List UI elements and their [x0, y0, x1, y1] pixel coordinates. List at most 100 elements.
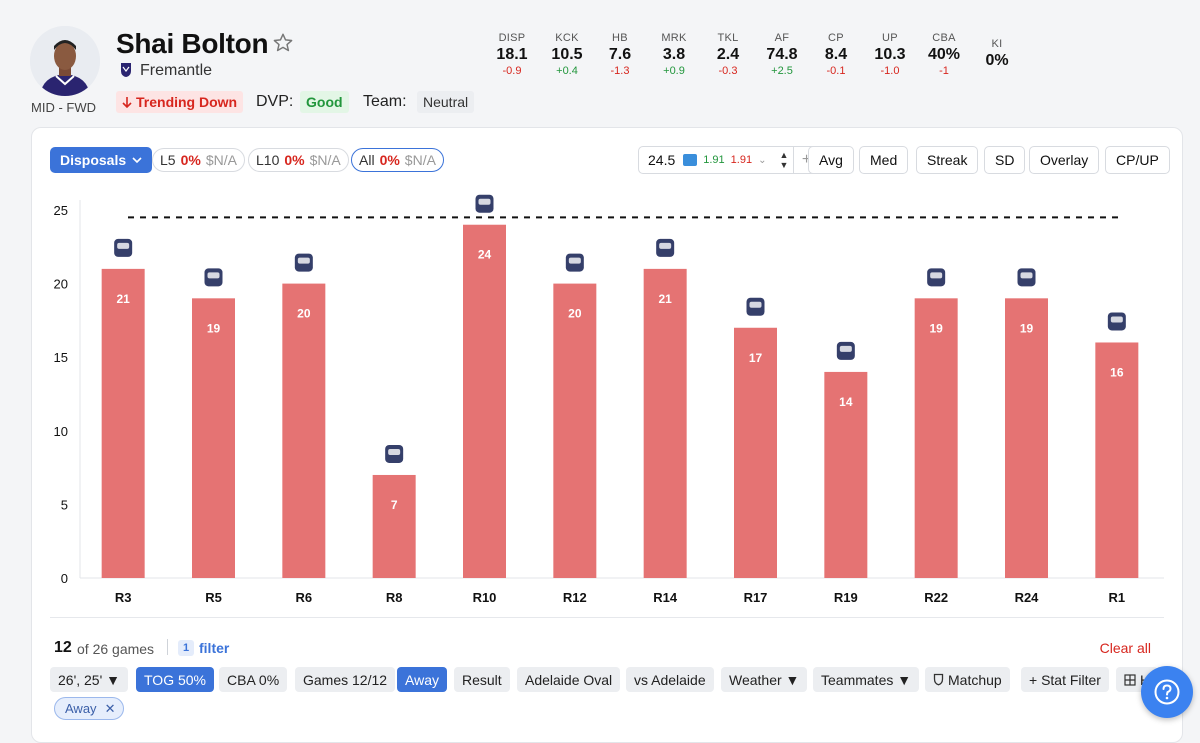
bar	[914, 298, 958, 578]
trend-badge: Trending Down	[116, 91, 244, 113]
opponent-logo-mark-icon	[297, 257, 310, 264]
bar-value-label: 19	[1020, 321, 1034, 335]
bar	[553, 283, 597, 578]
metric-dropdown[interactable]: Disposals	[50, 147, 153, 173]
active-filter-chip[interactable]: Away ✕	[54, 697, 125, 720]
x-tick-label: R5	[205, 590, 222, 605]
games-chip[interactable]: Games 12/12	[295, 667, 396, 692]
clear-all-button[interactable]: Clear all	[1099, 640, 1151, 656]
stat-disp: DISP 18.1 -0.9	[496, 32, 528, 77]
bar-chart-svg: 0 5 10 15 20 25 21 R3 19 R5 20 R6 7 R8 24 R10 20 R12 21 R14…	[54, 194, 1164, 605]
bar-value-label: 19	[207, 321, 221, 335]
bar-value-label: 21	[658, 292, 672, 306]
weather-chip[interactable]: Weather ▼	[721, 667, 808, 692]
teammates-chip[interactable]: Teammates ▼	[813, 667, 920, 692]
bar	[463, 224, 506, 578]
line-control: 24.5 1.91 1.91 ⌄ ▲ ▼ +	[638, 146, 820, 174]
opponent-logo-mark-icon	[749, 301, 762, 308]
y-tick-label: 15	[54, 350, 68, 365]
x-tick-label: R14	[653, 590, 678, 605]
bar-value-label: 16	[1110, 365, 1124, 379]
bar-value-label: 20	[568, 307, 582, 321]
filter-link[interactable]: filter	[199, 640, 230, 656]
opponent-chip[interactable]: vs Adelaide	[626, 667, 714, 692]
x-tick-label: R3	[115, 590, 132, 605]
result-chip[interactable]: Result	[454, 667, 510, 692]
sd-button[interactable]: SD	[984, 146, 1026, 174]
separator	[167, 639, 168, 655]
add-line-button[interactable]: +	[793, 147, 819, 173]
line-value[interactable]: 24.5	[648, 152, 676, 168]
opponent-logo-mark-icon	[930, 272, 943, 279]
shield-icon	[933, 673, 944, 686]
opponent-logo-mark-icon	[1020, 272, 1033, 279]
range-all[interactable]: All 0% $N/A	[351, 148, 444, 172]
stat-mrk: MRK 3.8 +0.9	[661, 32, 687, 77]
x-tick-label: R24	[1015, 590, 1040, 605]
stat-ki: KI 0%	[985, 38, 1009, 69]
bar	[1005, 298, 1048, 578]
stat-filter-chip[interactable]: + Stat Filter	[1021, 667, 1109, 692]
arrow-down-icon	[122, 97, 132, 108]
avg-button[interactable]: Avg	[808, 146, 854, 174]
dvp-label: DVP:	[256, 93, 294, 110]
y-tick-label: 5	[61, 497, 68, 512]
active-filter-label: Away	[65, 701, 97, 716]
x-tick-label: R8	[386, 590, 403, 605]
venue-chip[interactable]: Adelaide Oval	[517, 667, 621, 692]
chevron-down-icon[interactable]: ⌄	[758, 154, 767, 166]
close-icon[interactable]: ✕	[104, 700, 116, 716]
help-button[interactable]	[1141, 666, 1193, 718]
chart-toolbar: Disposals L5 0% $N/A L10 0% $N/A All 0% $N/A 2…	[50, 146, 1170, 174]
stat-cp: CP 8.4 -0.1	[824, 32, 848, 77]
x-tick-label: R22	[924, 590, 948, 605]
season-chip[interactable]: 26', 25' ▼	[50, 667, 129, 692]
team-label: Team:	[363, 93, 407, 110]
bar	[824, 371, 868, 578]
x-tick-label: R17	[744, 590, 768, 605]
range-l10[interactable]: L10 0% $N/A	[248, 148, 349, 172]
stat-tkl: TKL 2.4 -0.3	[716, 32, 740, 77]
odds-over: 1.91	[703, 154, 725, 166]
bar	[192, 298, 235, 578]
player-header: MID - FWD Shai Bolton Fremantle Trending…	[0, 0, 1200, 120]
x-tick-label: R10	[473, 590, 497, 605]
y-tick-label: 10	[54, 424, 68, 439]
line-stepper[interactable]: ▲ ▼	[779, 150, 789, 170]
stat-hb: HB 7.6 -1.3	[608, 32, 632, 77]
x-tick-label: R1	[1109, 590, 1126, 605]
away-chip[interactable]: Away	[397, 667, 447, 692]
cba-chip[interactable]: CBA 0%	[219, 667, 288, 692]
overlay-button[interactable]: Overlay	[1029, 146, 1100, 174]
cpup-button[interactable]: CP/UP	[1105, 146, 1170, 174]
bar	[734, 327, 777, 578]
player-role: MID - FWD	[31, 100, 96, 115]
disposals-chart: 0 5 10 15 20 25 21 R3 19 R5 20 R6 7 R8 24 R10 20 R12 21 R14…	[32, 188, 1182, 618]
bar-value-label: 14	[839, 395, 853, 409]
y-tick-label: 0	[61, 571, 68, 586]
med-button[interactable]: Med	[859, 146, 909, 174]
team-logo-icon	[121, 63, 131, 77]
help-icon	[1154, 679, 1180, 705]
tog-chip[interactable]: TOG 50%	[136, 667, 214, 692]
bar-value-label: 19	[929, 321, 943, 335]
range-l5[interactable]: L5 0% $N/A	[152, 148, 245, 172]
player-avatar	[30, 26, 100, 96]
games-count: 12	[54, 639, 72, 656]
streak-button[interactable]: Streak	[916, 146, 979, 174]
bar-value-label: 17	[749, 351, 763, 365]
bar	[372, 474, 416, 578]
bar	[1095, 342, 1139, 578]
x-tick-label: R12	[563, 590, 587, 605]
divider	[50, 617, 1164, 618]
matchup-chip[interactable]: Matchup	[925, 667, 1010, 692]
trend-label: Trending Down	[136, 94, 238, 110]
x-tick-label: R6	[296, 590, 313, 605]
opponent-logo-mark-icon	[568, 257, 581, 264]
bar-value-label: 7	[391, 498, 398, 512]
opponent-logo-mark-icon	[388, 448, 401, 455]
bookmaker-icon	[683, 154, 698, 166]
favorite-star-icon[interactable]	[272, 32, 294, 54]
bar-value-label: 21	[116, 292, 130, 306]
opponent-logo-mark-icon	[117, 242, 130, 249]
